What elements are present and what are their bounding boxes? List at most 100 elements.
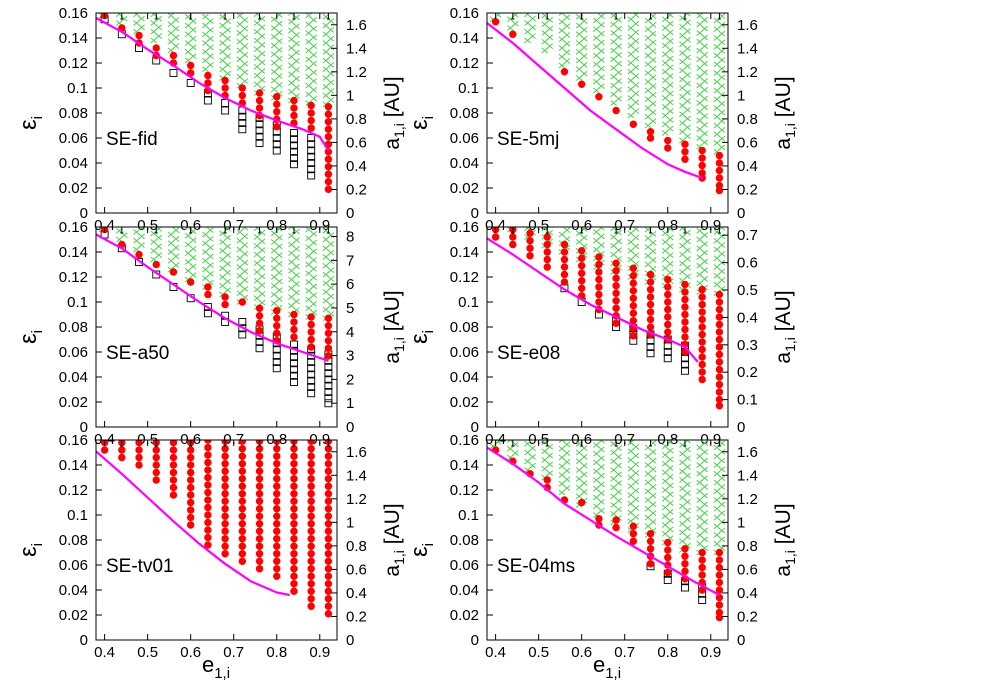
green-cross-marker <box>679 538 686 545</box>
red-point <box>324 110 333 118</box>
green-cross-marker <box>615 60 622 67</box>
red-point <box>255 535 264 543</box>
green-cross-marker <box>615 506 622 513</box>
right-y-tick-label: 0.6 <box>737 255 758 272</box>
red-point <box>273 460 281 468</box>
red-point <box>204 283 212 291</box>
green-cross-marker <box>184 232 192 239</box>
green-cross-marker <box>649 257 657 263</box>
green-cross-marker <box>305 296 312 303</box>
green-cross-marker <box>627 42 635 49</box>
red-point <box>681 288 689 296</box>
green-cross-marker <box>236 21 244 28</box>
right-y-tick-label: 0 <box>737 632 745 649</box>
red-point <box>698 146 706 155</box>
red-point <box>664 313 672 321</box>
green-cross-marker <box>666 491 674 498</box>
red-point <box>629 294 638 302</box>
green-cross-marker <box>253 260 261 267</box>
top-error-tick <box>120 13 124 20</box>
green-cross-marker <box>632 73 640 79</box>
green-cross-marker <box>696 30 703 36</box>
green-cross-marker <box>236 264 244 270</box>
green-cross-marker <box>558 445 566 452</box>
red-point <box>577 262 586 270</box>
x-tick-label: 0.5 <box>528 217 549 234</box>
green-cross-marker <box>598 57 605 63</box>
y-tick-label: 0.02 <box>450 394 479 411</box>
green-cross-marker <box>713 246 721 253</box>
red-point <box>186 468 195 477</box>
green-cross-marker <box>666 117 674 123</box>
red-point <box>290 475 298 483</box>
green-cross-marker <box>610 100 617 106</box>
plot-frame <box>486 226 729 428</box>
x-tick-label: 0.5 <box>137 217 158 234</box>
green-cross-marker <box>696 488 703 495</box>
green-cross-marker <box>327 35 335 42</box>
red-point <box>273 307 281 315</box>
y-tick-label: 0 <box>80 632 88 649</box>
red-point <box>290 520 298 528</box>
green-cross-marker <box>305 13 312 19</box>
red-point <box>715 358 724 366</box>
green-cross-marker <box>610 234 617 240</box>
green-cross-marker <box>580 454 588 460</box>
green-cross-marker <box>224 278 231 285</box>
green-cross-marker <box>322 31 330 38</box>
y-tick-label: 0 <box>80 419 88 436</box>
green-cross-marker <box>563 40 571 47</box>
green-cross-marker <box>610 47 617 54</box>
y-tick-label: 0.08 <box>59 105 88 122</box>
green-cross-marker <box>598 464 605 470</box>
green-cross-marker <box>563 459 571 465</box>
green-cross-marker <box>580 44 588 51</box>
green-cross-marker <box>598 233 605 240</box>
green-cross-marker <box>701 466 708 473</box>
panel-label: SE-e08 <box>497 343 560 364</box>
top-error-tick <box>683 13 687 20</box>
red-point <box>273 542 281 550</box>
green-cross-marker <box>322 92 330 99</box>
green-cross-marker <box>184 31 192 38</box>
green-cross-marker <box>718 519 726 525</box>
green-cross-marker <box>224 252 231 258</box>
green-cross-marker <box>661 86 669 93</box>
green-cross-marker <box>610 21 617 28</box>
green-cross-marker <box>322 22 330 29</box>
square-marker <box>698 596 707 604</box>
green-cross-marker <box>666 517 674 524</box>
green-cross-marker <box>666 90 674 97</box>
y-axis-title-right-subscript: 1,i <box>782 550 798 565</box>
green-cross-marker <box>155 252 163 258</box>
right-y-tick-label: 8 <box>346 229 354 246</box>
y-tick-label: 0.08 <box>450 319 479 336</box>
red-point <box>560 68 569 76</box>
plot-frame <box>95 12 338 214</box>
green-cross-marker <box>327 62 335 68</box>
green-cross-marker <box>679 468 686 475</box>
right-y-tick-label: 1 <box>737 87 745 104</box>
right-y-tick-label: 0 <box>346 419 354 436</box>
red-point <box>698 293 706 301</box>
green-cross-marker <box>684 464 691 470</box>
green-cross-marker <box>270 86 278 93</box>
green-cross-marker <box>202 57 209 64</box>
green-cross-marker <box>558 62 566 69</box>
y-tick-label: 0.1 <box>67 80 88 97</box>
green-cross-marker <box>661 478 669 485</box>
red-point <box>307 527 315 535</box>
green-cross-marker <box>661 487 669 493</box>
green-cross-marker <box>701 78 708 84</box>
green-cross-marker <box>713 61 721 68</box>
right-y-tick-label: 0.6 <box>346 561 367 578</box>
y-axis-title-right-symbol: a <box>772 565 795 577</box>
green-cross-marker <box>593 442 600 448</box>
green-cross-marker <box>615 87 622 93</box>
red-point <box>595 515 603 523</box>
green-cross-marker <box>598 446 605 453</box>
green-cross-marker <box>258 59 266 66</box>
square-marker <box>290 147 298 156</box>
green-cross-marker <box>598 65 605 72</box>
red-point <box>560 263 569 271</box>
